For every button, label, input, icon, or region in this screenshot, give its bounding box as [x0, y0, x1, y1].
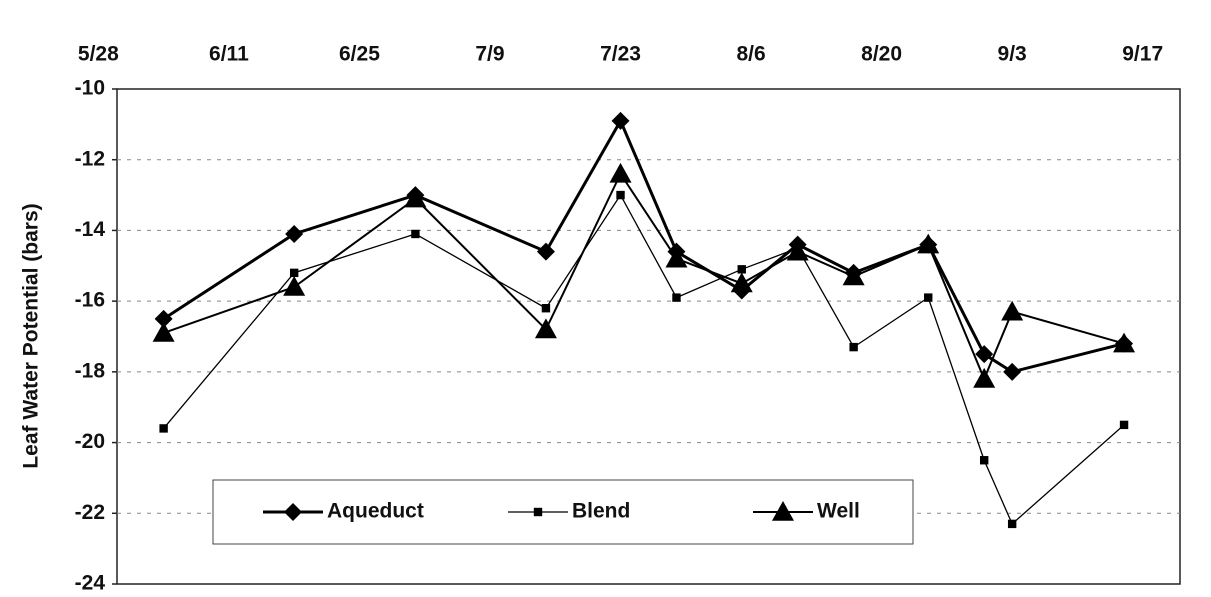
- marker: [973, 367, 996, 388]
- x-tick-label: 6/11: [209, 43, 249, 66]
- series-line: [163, 193, 1125, 525]
- x-tick-label: 8/6: [736, 43, 765, 66]
- x-tick-label: 9/17: [1122, 43, 1163, 66]
- marker: [665, 247, 688, 268]
- plot-frame: [116, 88, 1181, 585]
- x-tick-label: 7/9: [475, 43, 504, 66]
- marker: [159, 424, 168, 433]
- x-tick-label: 5/28: [78, 43, 119, 66]
- marker: [533, 507, 543, 517]
- marker: [1007, 519, 1017, 529]
- marker: [975, 345, 994, 364]
- y-tick-label: -14: [75, 218, 106, 241]
- marker: [289, 268, 299, 278]
- marker: [283, 276, 306, 296]
- x-tick-label: 9/3: [998, 43, 1027, 66]
- y-tick-label: -20: [75, 430, 105, 453]
- y-tick-label: -22: [75, 501, 105, 524]
- marker: [842, 265, 865, 286]
- marker: [979, 456, 989, 465]
- marker: [730, 272, 753, 293]
- marker: [772, 501, 794, 521]
- marker: [534, 318, 557, 339]
- y-tick-label: -24: [75, 572, 106, 595]
- marker: [786, 240, 809, 261]
- marker: [616, 190, 625, 200]
- x-tick-label: 7/23: [600, 43, 641, 66]
- y-tick-label: -18: [75, 359, 106, 382]
- marker: [1003, 362, 1022, 381]
- marker: [152, 321, 175, 342]
- marker: [849, 342, 858, 352]
- marker: [541, 304, 551, 313]
- x-tick-label: 6/25: [339, 43, 380, 66]
- marker: [284, 503, 302, 521]
- marker: [1119, 420, 1129, 430]
- x-tick-label: 8/20: [861, 43, 902, 66]
- marker: [404, 187, 427, 208]
- marker: [609, 162, 632, 183]
- y-axis-label: Leaf Water Potential (bars): [20, 203, 43, 468]
- series-line: [162, 117, 1125, 374]
- marker: [536, 242, 555, 261]
- marker: [1113, 332, 1136, 353]
- legend-label: Well: [817, 500, 860, 523]
- legend-label: Blend: [572, 500, 630, 523]
- marker: [737, 265, 746, 274]
- marker: [672, 293, 681, 302]
- marker: [154, 309, 173, 328]
- marker: [917, 233, 940, 254]
- y-tick-label: -12: [75, 147, 105, 170]
- marker: [924, 293, 933, 302]
- marker: [611, 111, 630, 130]
- legend-label: Aqueduct: [327, 500, 424, 523]
- marker: [285, 224, 304, 243]
- marker: [1001, 300, 1024, 321]
- y-tick-label: -16: [75, 289, 105, 312]
- marker: [411, 229, 420, 239]
- y-tick-label: -10: [75, 77, 105, 100]
